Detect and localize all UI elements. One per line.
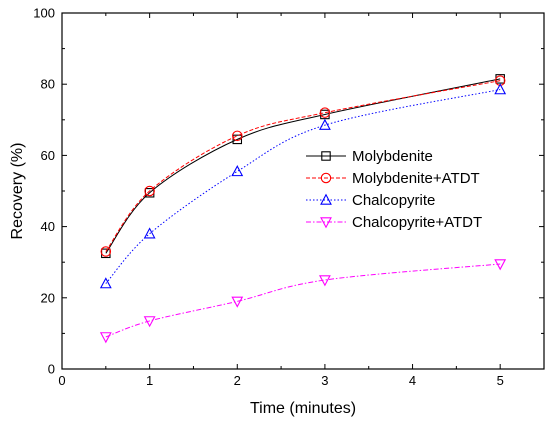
data-point (318, 275, 331, 287)
x-tick-label: 4 (409, 373, 416, 388)
data-point (318, 118, 331, 130)
legend-item: Molybdenite+ATDT (306, 170, 480, 187)
series-line (105, 80, 501, 252)
legend-label: Molybdenite (352, 148, 433, 165)
x-tick-label: 2 (234, 373, 241, 388)
data-point (99, 277, 112, 289)
y-axis-title: Recovery (%) (9, 143, 26, 240)
data-point (232, 130, 243, 142)
data-point (494, 259, 507, 271)
series-line (105, 263, 501, 338)
y-tick-label: 0 (48, 362, 55, 377)
x-tick-label: 0 (58, 373, 65, 388)
x-tick-label: 1 (146, 373, 153, 388)
data-point (99, 332, 112, 344)
data-point (143, 316, 156, 328)
data-point (494, 83, 507, 95)
x-tick-label: 3 (321, 373, 328, 388)
x-tick-label: 5 (497, 373, 504, 388)
y-tick-label: 40 (41, 219, 55, 234)
series-molybdenite-atdt (100, 75, 506, 257)
series-layer (99, 74, 507, 344)
ticks-layer: 0 1 2 3 4 5 0 20 40 60 80 100 (33, 6, 545, 388)
legend-label: Chalcopyrite+ATDT (352, 214, 482, 231)
data-point (100, 246, 112, 257)
data-point (319, 107, 331, 118)
series-chalcopyrite-atdt (99, 259, 507, 344)
y-tick-label: 20 (41, 290, 55, 305)
y-tick-label: 60 (41, 148, 55, 163)
legend-label: Chalcopyrite (352, 192, 435, 209)
legend-item: Chalcopyrite (306, 192, 435, 209)
x-axis-title: Time (minutes) (250, 400, 356, 417)
data-point (143, 227, 156, 239)
legend-marker (321, 151, 331, 161)
legend: Molybdenite Molybdenite+ATDT Chalcopyrite C… (306, 148, 482, 231)
legend-item: Chalcopyrite+ATDT (306, 214, 482, 231)
legend-item: Molybdenite (306, 148, 433, 165)
plot-frame (61, 12, 545, 370)
data-point (144, 185, 155, 197)
y-tick-label: 80 (41, 77, 55, 92)
data-point (232, 134, 243, 145)
y-tick-label: 100 (33, 6, 55, 21)
data-point (231, 296, 244, 308)
legend-label: Molybdenite+ATDT (352, 170, 480, 187)
legend-marker (320, 193, 332, 205)
series-chalcopyrite (99, 83, 507, 289)
legend-marker (320, 217, 332, 229)
legend-marker (320, 172, 332, 184)
data-point (231, 165, 244, 177)
